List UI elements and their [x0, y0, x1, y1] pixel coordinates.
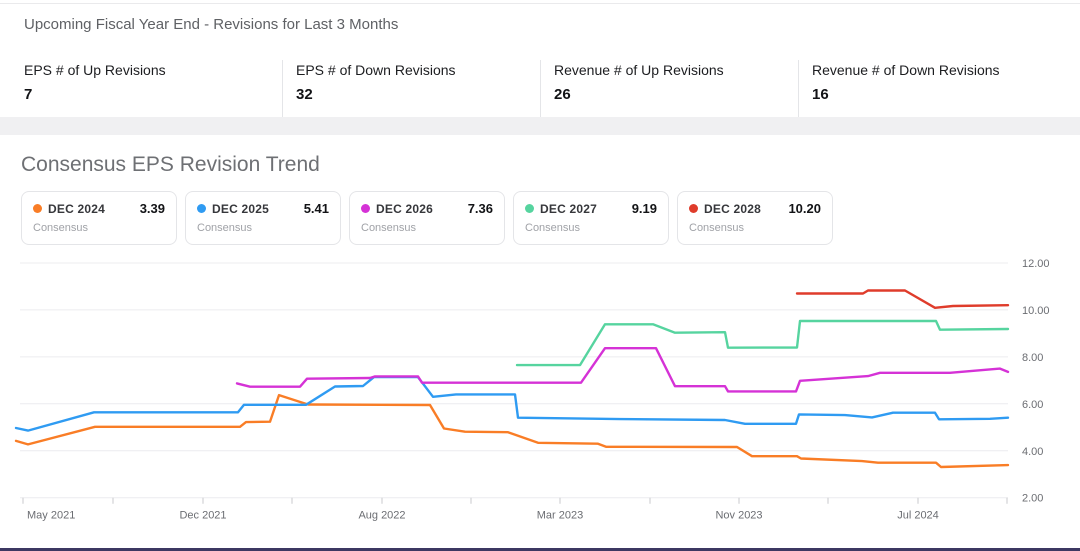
chart-title: Consensus EPS Revision Trend — [21, 153, 320, 176]
series-color-dot — [689, 204, 698, 213]
series-name: DEC 2028 — [704, 201, 761, 216]
legend-card-header: DEC 2027 9.19 — [525, 201, 657, 216]
stat-eps-down-revisions: EPS # of Down Revisions 32 — [282, 60, 540, 117]
stat-value: 26 — [554, 86, 571, 103]
series-consensus-value: 5.41 — [303, 201, 329, 216]
legend-card-header: DEC 2026 7.36 — [361, 201, 493, 216]
series-name: DEC 2026 — [376, 201, 433, 216]
series-color-dot — [33, 204, 42, 213]
bottom-accent-bar — [0, 548, 1080, 551]
stat-value: 16 — [812, 86, 829, 103]
revisions-summary-section: Upcoming Fiscal Year End - Revisions for… — [0, 0, 1080, 117]
svg-text:Jul 2024: Jul 2024 — [897, 510, 939, 522]
eps-trend-plot-area[interactable]: 2.00 4.00 6.00 8.00 10.00 12.00 May 2021 Dec 20… — [0, 250, 1080, 531]
series-sublabel: Consensus — [197, 222, 253, 234]
series-consensus-value: 7.36 — [467, 201, 493, 216]
series-name: DEC 2024 — [48, 201, 105, 216]
trend-chart-svg[interactable]: 2.00 4.00 6.00 8.00 10.00 12.00 May 2021 Dec 20… — [0, 250, 1080, 531]
series-consensus-value: 10.20 — [788, 201, 821, 216]
legend-card-header: DEC 2024 3.39 — [33, 201, 165, 216]
legend-card-header: DEC 2028 10.20 — [689, 201, 821, 216]
svg-text:10.00: 10.00 — [1022, 305, 1050, 317]
series-color-dot — [525, 204, 534, 213]
svg-text:2.00: 2.00 — [1022, 493, 1043, 505]
svg-text:Dec 2021: Dec 2021 — [179, 510, 226, 522]
chart-legend: DEC 2024 3.39 Consensus DEC 2025 5.41 Co… — [21, 191, 1080, 245]
series-name: DEC 2025 — [212, 201, 269, 216]
revisions-summary-title: Upcoming Fiscal Year End - Revisions for… — [24, 16, 399, 33]
svg-text:12.00: 12.00 — [1022, 258, 1050, 270]
legend-card-dec-2027[interactable]: DEC 2027 9.19 Consensus — [513, 191, 669, 245]
revision-stats-row: EPS # of Up Revisions 7 EPS # of Down Re… — [24, 60, 1056, 117]
series-color-dot — [197, 204, 206, 213]
stat-revenue-down-revisions: Revenue # of Down Revisions 16 — [798, 60, 1056, 117]
svg-text:6.00: 6.00 — [1022, 399, 1043, 411]
series-sublabel: Consensus — [361, 222, 417, 234]
svg-text:Aug 2022: Aug 2022 — [358, 510, 405, 522]
legend-card-dec-2028[interactable]: DEC 2028 10.20 Consensus — [677, 191, 833, 245]
section-separator-band — [0, 117, 1080, 135]
svg-text:Mar 2023: Mar 2023 — [537, 510, 583, 522]
series-sublabel: Consensus — [33, 222, 89, 234]
legend-card-dec-2024[interactable]: DEC 2024 3.39 Consensus — [21, 191, 177, 245]
legend-card-header: DEC 2025 5.41 — [197, 201, 329, 216]
stat-value: 32 — [296, 86, 313, 103]
legend-card-dec-2026[interactable]: DEC 2026 7.36 Consensus — [349, 191, 505, 245]
consensus-eps-trend-section: Consensus EPS Revision Trend DEC 2024 3.… — [0, 135, 1080, 531]
series-name: DEC 2027 — [540, 201, 597, 216]
svg-text:Nov 2023: Nov 2023 — [715, 510, 762, 522]
stat-eps-up-revisions: EPS # of Up Revisions 7 — [24, 60, 282, 117]
legend-card-dec-2025[interactable]: DEC 2025 5.41 Consensus — [185, 191, 341, 245]
stat-label: EPS # of Up Revisions — [24, 62, 166, 78]
svg-text:May 2021: May 2021 — [27, 510, 75, 522]
series-consensus-value: 9.19 — [631, 201, 657, 216]
series-color-dot — [361, 204, 370, 213]
stat-label: Revenue # of Up Revisions — [554, 62, 724, 78]
svg-text:8.00: 8.00 — [1022, 352, 1043, 364]
series-sublabel: Consensus — [525, 222, 581, 234]
stat-label: EPS # of Down Revisions — [296, 62, 456, 78]
top-divider-line — [0, 3, 1080, 4]
svg-text:4.00: 4.00 — [1022, 446, 1043, 458]
series-sublabel: Consensus — [689, 222, 745, 234]
stat-value: 7 — [24, 86, 33, 103]
series-consensus-value: 3.39 — [139, 201, 165, 216]
stat-revenue-up-revisions: Revenue # of Up Revisions 26 — [540, 60, 798, 117]
stat-label: Revenue # of Down Revisions — [812, 62, 1000, 78]
